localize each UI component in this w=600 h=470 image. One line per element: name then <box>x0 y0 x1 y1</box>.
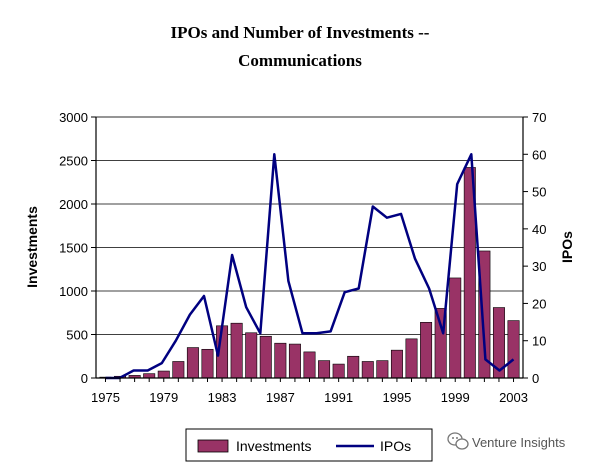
investment-bar <box>143 373 156 379</box>
legend: Investments IPOs <box>185 428 433 462</box>
left-tick-label: 2500 <box>59 154 88 169</box>
ipos-line <box>105 153 515 380</box>
wechat-icon <box>447 432 469 450</box>
x-tick-label: 1983 <box>208 390 237 405</box>
watermark-text: Venture Insights <box>472 435 566 450</box>
legend-label-investments: Investments <box>236 438 311 454</box>
investment-bar <box>303 351 316 379</box>
left-tick-label: 1500 <box>59 241 88 256</box>
right-tick-label: 70 <box>532 110 546 125</box>
investment-bar <box>420 322 433 379</box>
x-tick-label: 1987 <box>266 390 295 405</box>
investment-bar <box>259 335 272 379</box>
investment-bar <box>361 361 374 379</box>
right-tick-label: 30 <box>532 259 546 274</box>
investment-bar <box>186 347 199 379</box>
investment-bar <box>245 332 258 379</box>
investment-bar <box>274 342 287 379</box>
x-tick-label: 1975 <box>91 390 120 405</box>
left-tick-label: 0 <box>81 371 88 386</box>
investments-bars <box>99 167 520 379</box>
investment-bar <box>288 343 301 379</box>
watermark: Venture Insights <box>447 432 566 450</box>
left-axis-title: Investments <box>24 206 40 288</box>
right-tick-label: 0 <box>532 371 539 386</box>
left-axis-ticks: 0 500 1000 1500 2000 2500 3000 <box>59 110 96 386</box>
x-tick-label: 2003 <box>499 390 528 405</box>
x-tick-label: 1999 <box>441 390 470 405</box>
x-axis-ticks: 1975 1979 1983 1987 1991 1995 1999 2003 <box>91 378 528 405</box>
chart-subtitle: Communications <box>238 51 362 70</box>
right-tick-label: 10 <box>532 334 546 349</box>
investment-bar <box>376 360 389 379</box>
left-tick-label: 3000 <box>59 110 88 125</box>
investment-bar <box>230 322 243 379</box>
right-tick-label: 50 <box>532 185 546 200</box>
x-tick-label: 1991 <box>324 390 353 405</box>
investment-bar <box>390 349 403 379</box>
chart-title: IPOs and Number of Investments -- <box>171 23 430 42</box>
investment-bar <box>201 348 214 379</box>
investment-bar <box>507 320 520 379</box>
right-tick-label: 60 <box>532 147 546 162</box>
legend-label-ipos: IPOs <box>380 438 411 454</box>
investment-bar <box>172 361 185 379</box>
investment-bar <box>332 363 345 379</box>
legend-swatch-investments <box>197 439 229 453</box>
right-axis-ticks: 0 10 20 30 40 50 60 70 <box>523 110 546 386</box>
investment-bar <box>449 277 462 379</box>
right-axis-title: IPOs <box>559 231 575 263</box>
x-tick-label: 1995 <box>382 390 411 405</box>
investment-bar <box>157 370 170 379</box>
right-tick-label: 40 <box>532 222 546 237</box>
investment-bar <box>347 355 360 379</box>
right-tick-label: 20 <box>532 296 546 311</box>
investment-bar <box>405 338 418 379</box>
left-tick-label: 2000 <box>59 197 88 212</box>
x-tick-label: 1979 <box>149 390 178 405</box>
left-tick-label: 500 <box>66 328 88 343</box>
investment-bar <box>318 360 331 379</box>
left-tick-label: 1000 <box>59 284 88 299</box>
